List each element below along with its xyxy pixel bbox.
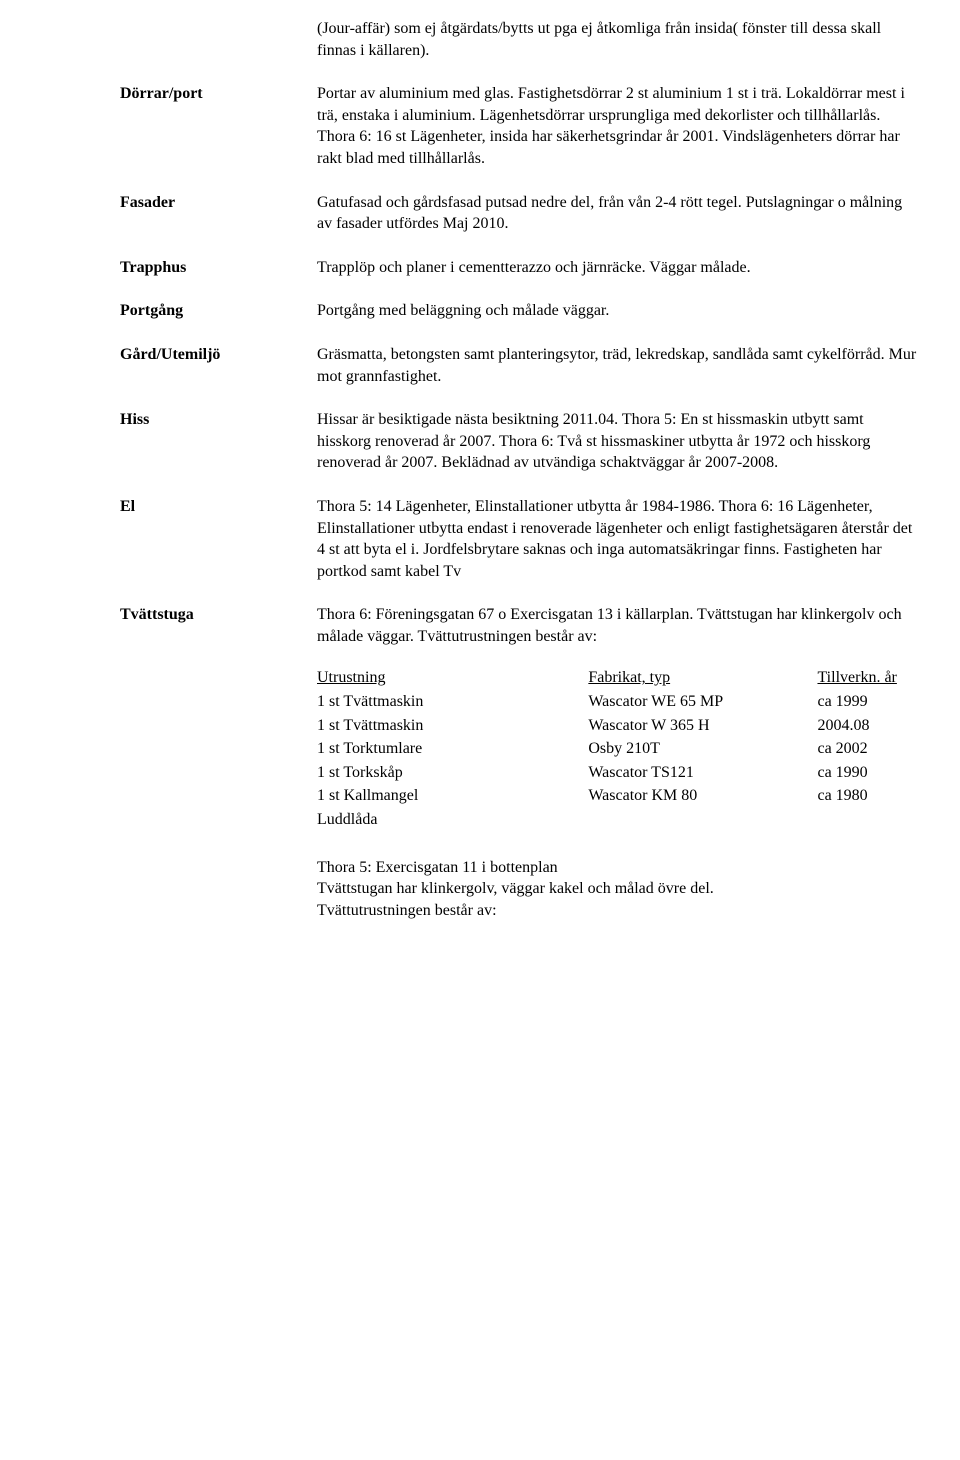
value-gard: Gräsmatta, betongsten samt planteringsyt… bbox=[317, 344, 920, 387]
section-portgang: Portgång Portgång med beläggning och mål… bbox=[120, 300, 920, 322]
label-dorrar: Dörrar/port bbox=[120, 83, 317, 169]
table-row: 1 st Tvättmaskin Wascator WE 65 MP ca 19… bbox=[317, 691, 920, 715]
cell-fabrikat bbox=[588, 809, 817, 833]
value-dorrar: Portar av aluminium med glas. Fastighets… bbox=[317, 83, 920, 169]
cell-fabrikat: Osby 210T bbox=[588, 738, 817, 762]
label-gard: Gård/Utemiljö bbox=[120, 344, 317, 387]
cell-fabrikat: Wascator WE 65 MP bbox=[588, 691, 817, 715]
table-row: 1 st Tvättmaskin Wascator W 365 H 2004.0… bbox=[317, 715, 920, 739]
after-line-3: Tvättutrustningen består av: bbox=[317, 900, 920, 922]
cell-utrustning: 1 st Torkskåp bbox=[317, 762, 588, 786]
cell-fabrikat: Wascator KM 80 bbox=[588, 785, 817, 809]
section-el: El Thora 5: 14 Lägenheter, Elinstallatio… bbox=[120, 496, 920, 582]
label-fasader: Fasader bbox=[120, 192, 317, 235]
label-tvattstuga: Tvättstuga bbox=[120, 604, 317, 832]
table-row: Luddlåda bbox=[317, 809, 920, 833]
header-fabrikat: Fabrikat, typ bbox=[588, 667, 817, 691]
header-utrustning: Utrustning bbox=[317, 667, 588, 691]
section-gard: Gård/Utemiljö Gräsmatta, betongsten samt… bbox=[120, 344, 920, 387]
cell-fabrikat: Wascator TS121 bbox=[588, 762, 817, 786]
value-trapphus: Trapplöp och planer i cementterazzo och … bbox=[317, 257, 920, 279]
after-table-block: Thora 5: Exercisgatan 11 i bottenplan Tv… bbox=[317, 857, 920, 922]
label-trapphus: Trapphus bbox=[120, 257, 317, 279]
table-header-row: Utrustning Fabrikat, typ Tillverkn. år bbox=[317, 667, 920, 691]
section-trapphus: Trapphus Trapplöp och planer i cementter… bbox=[120, 257, 920, 279]
label-el: El bbox=[120, 496, 317, 582]
cell-utrustning: 1 st Tvättmaskin bbox=[317, 715, 588, 739]
value-tvattstuga: Thora 6: Föreningsgatan 67 o Exercisgata… bbox=[317, 604, 920, 832]
value-portgang: Portgång med beläggning och målade vägga… bbox=[317, 300, 920, 322]
section-tvattstuga: Tvättstuga Thora 6: Föreningsgatan 67 o … bbox=[120, 604, 920, 832]
table-row: 1 st Torktumlare Osby 210T ca 2002 bbox=[317, 738, 920, 762]
cell-year: ca 1990 bbox=[817, 762, 920, 786]
after-line-1: Thora 5: Exercisgatan 11 i bottenplan bbox=[317, 857, 920, 879]
cell-utrustning: 1 st Kallmangel bbox=[317, 785, 588, 809]
tvatt-intro: Thora 6: Föreningsgatan 67 o Exercisgata… bbox=[317, 604, 920, 647]
cell-year bbox=[817, 809, 920, 833]
cell-utrustning: 1 st Torktumlare bbox=[317, 738, 588, 762]
table-row: 1 st Torkskåp Wascator TS121 ca 1990 bbox=[317, 762, 920, 786]
section-hiss: Hiss Hissar är besiktigade nästa besiktn… bbox=[120, 409, 920, 474]
cell-year: 2004.08 bbox=[817, 715, 920, 739]
label-hiss: Hiss bbox=[120, 409, 317, 474]
value-fasader: Gatufasad och gårdsfasad putsad nedre de… bbox=[317, 192, 920, 235]
equipment-table: Utrustning Fabrikat, typ Tillverkn. år 1… bbox=[317, 667, 920, 832]
cell-year: ca 2002 bbox=[817, 738, 920, 762]
cell-fabrikat: Wascator W 365 H bbox=[588, 715, 817, 739]
intro-paragraph: (Jour-affär) som ej åtgärdats/bytts ut p… bbox=[317, 18, 920, 61]
cell-year: ca 1999 bbox=[817, 691, 920, 715]
document-page: (Jour-affär) som ej åtgärdats/bytts ut p… bbox=[0, 0, 960, 961]
cell-year: ca 1980 bbox=[817, 785, 920, 809]
section-dorrar: Dörrar/port Portar av aluminium med glas… bbox=[120, 83, 920, 169]
label-portgang: Portgång bbox=[120, 300, 317, 322]
table-row: 1 st Kallmangel Wascator KM 80 ca 1980 bbox=[317, 785, 920, 809]
section-fasader: Fasader Gatufasad och gårdsfasad putsad … bbox=[120, 192, 920, 235]
value-hiss: Hissar är besiktigade nästa besiktning 2… bbox=[317, 409, 920, 474]
value-el: Thora 5: 14 Lägenheter, Elinstallationer… bbox=[317, 496, 920, 582]
header-tillverkn: Tillverkn. år bbox=[817, 667, 920, 691]
cell-utrustning: 1 st Tvättmaskin bbox=[317, 691, 588, 715]
cell-utrustning: Luddlåda bbox=[317, 809, 588, 833]
after-line-2: Tvättstugan har klinkergolv, väggar kake… bbox=[317, 878, 920, 900]
